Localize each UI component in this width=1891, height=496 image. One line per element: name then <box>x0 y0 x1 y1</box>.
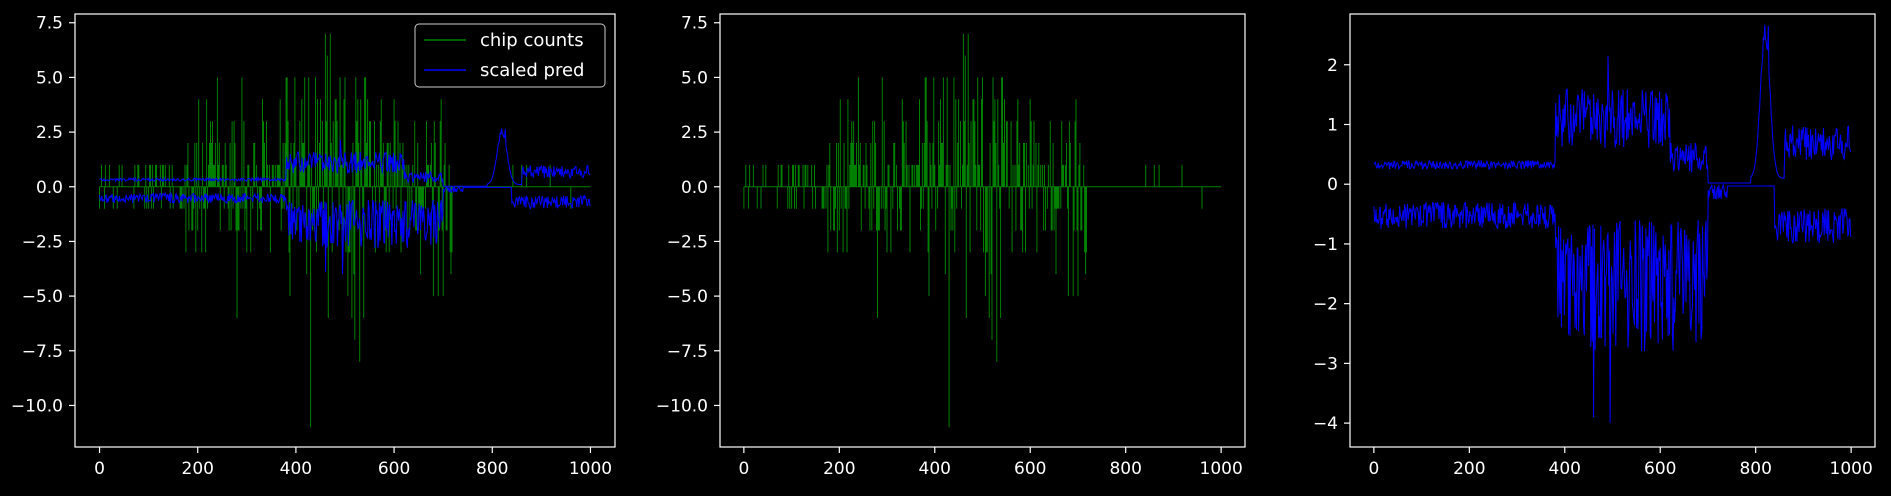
series-line-scaled-pred-lower <box>99 185 591 275</box>
subplot-chip-counts: 0 200 400 600 800 1000 −10.0 −7.5 −5.0 −2.5 0.0 2.5… <box>656 13 1246 479</box>
x-tick-label: 400 <box>1549 459 1581 479</box>
y-tick-label: 0.0 <box>36 178 63 198</box>
y-tick-label: 2.5 <box>36 123 63 143</box>
x-tick-label: 1000 <box>569 459 612 479</box>
series-line-chip-counts <box>743 33 1222 428</box>
y-tick-label: −5.0 <box>667 287 708 307</box>
legend-label-scaled-pred: scaled pred <box>480 60 584 81</box>
series-line-scaled-pred-upper <box>1373 24 1852 184</box>
x-tick-label: 1000 <box>1830 459 1873 479</box>
axes-frame <box>719 13 1246 448</box>
x-tick-label: 600 <box>378 459 410 479</box>
x-tick-label: 400 <box>919 459 951 479</box>
axes-frame <box>1349 13 1876 448</box>
legend: chip counts scaled pred <box>414 23 606 88</box>
y-tick-label: −10.0 <box>656 396 708 416</box>
x-tick-label: 800 <box>1739 459 1771 479</box>
x-tick-label: 800 <box>1109 459 1141 479</box>
y-tick-label: 2 <box>1327 56 1338 76</box>
y-tick-label: −3 <box>1313 354 1338 374</box>
legend-label-chip-counts: chip counts <box>480 30 584 51</box>
subplot-chip-counts-and-scaled-pred: 0 200 400 600 800 1000 −10.0 −7.5 −5.0 −2.5 0.0 2.5… <box>11 13 616 479</box>
series-line-scaled-pred-upper <box>99 128 591 187</box>
x-tick-label: 200 <box>182 459 214 479</box>
y-tick-label: −7.5 <box>667 342 708 362</box>
y-tick-label: 0.0 <box>681 178 708 198</box>
x-tick-label: 1000 <box>1200 459 1243 479</box>
y-tick-label: −2 <box>1313 295 1338 315</box>
x-tick-label: 0 <box>1368 459 1379 479</box>
axis-ticks: 0 200 400 600 800 1000 −4 −3 −2 −1 0 1 2 <box>1313 56 1873 479</box>
x-tick-label: 0 <box>738 459 749 479</box>
y-tick-label: 2.5 <box>681 123 708 143</box>
series-layer <box>99 33 591 428</box>
axis-ticks: 0 200 400 600 800 1000 −10.0 −7.5 −5.0 −2.5 0.0 2.5… <box>656 14 1243 479</box>
y-tick-label: 5.0 <box>681 68 708 88</box>
y-tick-label: −5.0 <box>22 287 63 307</box>
y-tick-label: −1 <box>1313 235 1338 255</box>
y-tick-label: −2.5 <box>667 232 708 252</box>
y-tick-label: 1 <box>1327 115 1338 135</box>
x-tick-label: 600 <box>1644 459 1676 479</box>
x-tick-label: 0 <box>94 459 105 479</box>
axis-ticks: 0 200 400 600 800 1000 −10.0 −7.5 −5.0 −2.5 0.0 2.5… <box>11 14 612 479</box>
x-tick-label: 200 <box>1453 459 1485 479</box>
series-layer <box>1373 24 1852 424</box>
y-tick-label: 7.5 <box>36 14 63 34</box>
x-tick-label: 200 <box>823 459 855 479</box>
y-tick-label: 7.5 <box>681 14 708 34</box>
series-line-scaled-pred-lower <box>1373 182 1852 424</box>
y-tick-label: −4 <box>1313 414 1338 434</box>
y-tick-label: −2.5 <box>22 232 63 252</box>
x-tick-label: 600 <box>1014 459 1046 479</box>
x-tick-label: 400 <box>280 459 312 479</box>
y-tick-label: −7.5 <box>22 342 63 362</box>
y-tick-label: −10.0 <box>11 396 63 416</box>
x-tick-label: 800 <box>476 459 508 479</box>
y-tick-label: 0 <box>1327 175 1338 195</box>
subplot-scaled-pred: 0 200 400 600 800 1000 −4 −3 −2 −1 0 1 2 <box>1313 13 1876 479</box>
series-layer <box>743 33 1222 428</box>
y-tick-label: 5.0 <box>36 68 63 88</box>
axes-frame <box>74 13 616 448</box>
